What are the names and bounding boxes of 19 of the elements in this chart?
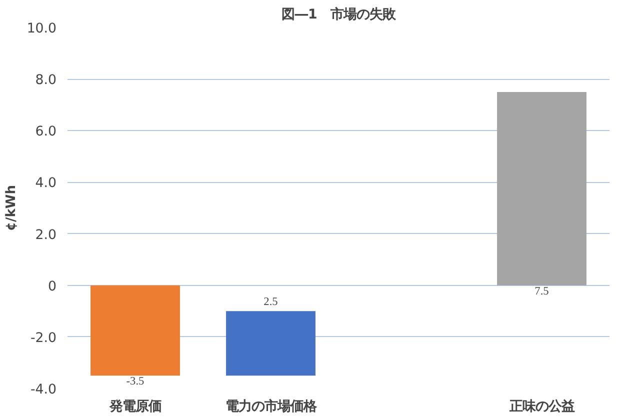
bar xyxy=(497,92,586,286)
chart-title: 図―1 市場の失敗 xyxy=(282,6,396,22)
bar xyxy=(90,285,180,376)
data-label: 7.5 xyxy=(534,285,550,298)
bar xyxy=(226,311,316,376)
y-tick-label: 4.0 xyxy=(35,176,57,192)
x-tick-label: 発電原価 xyxy=(108,400,162,414)
data-label: 2.5 xyxy=(264,296,278,308)
y-tick-label: 6.0 xyxy=(35,124,57,140)
data-label: -3.5 xyxy=(126,376,145,388)
y-tick-label: 2.0 xyxy=(35,228,57,243)
x-tick-label: 正味の公益 xyxy=(508,400,574,414)
y-tick-label: -2.0 xyxy=(30,330,57,346)
y-axis-title: ¢/kWh xyxy=(4,184,19,232)
y-tick-label: 0 xyxy=(48,279,57,294)
y-tick-label: 8.0 xyxy=(35,73,57,88)
y-tick-label: -4.0 xyxy=(30,382,57,398)
y-tick-label: 10.0 xyxy=(26,22,57,36)
x-tick-label: 電力の市場価格 xyxy=(225,398,318,414)
